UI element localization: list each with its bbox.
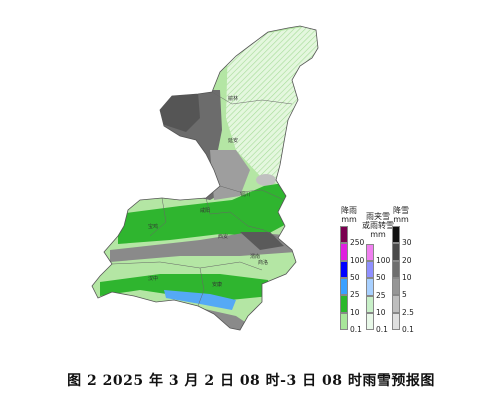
rain-legend-tick: 250 xyxy=(350,238,365,248)
snow-legend-swatch xyxy=(392,260,400,278)
rain-legend-unit: mm xyxy=(341,215,357,224)
rain-legend-title: 降雨 xyxy=(341,206,357,215)
snow-legend-swatch xyxy=(392,312,400,330)
snow-legend-unit: mm xyxy=(393,215,409,224)
sleet-legend-tick: 0.1 xyxy=(376,325,388,334)
sleet-color-bar xyxy=(366,244,374,330)
snow-color-bar xyxy=(392,226,400,330)
snow-legend-swatch xyxy=(392,277,400,296)
rain-legend-tick: 100 xyxy=(350,255,365,265)
city-label: 商洛 xyxy=(258,259,268,266)
snow-legend-tick: 0.1 xyxy=(402,325,414,334)
city-labels: 榆林 延安 铜川 宝鸡 咸阳 西安 渭南 汉中 安康 商洛 xyxy=(148,95,268,288)
sleet-legend-swatch xyxy=(366,295,374,313)
sleet-legend-tick: 25 xyxy=(376,290,386,300)
rain-legend-swatch xyxy=(340,260,348,278)
sleet-legend-swatch xyxy=(366,278,374,296)
city-label: 延安 xyxy=(228,137,238,144)
city-label: 西安 xyxy=(218,233,228,240)
city-label: 榆林 xyxy=(228,95,238,102)
figure-caption: 图 2 2025 年 3 月 2 日 08 时-3 日 08 时雨雪预报图 xyxy=(67,373,435,389)
snow-legend-tick: 30 xyxy=(402,238,412,248)
rain-color-bar xyxy=(340,226,348,330)
sleet-legend-tick: 100 xyxy=(376,256,391,266)
rain-legend-swatch xyxy=(340,226,348,244)
rain-legend-tick: 25 xyxy=(350,290,360,300)
rain-legend-tick: 10 xyxy=(350,307,360,317)
sleet-legend-swatch xyxy=(366,312,374,330)
snow-legend-swatch xyxy=(392,243,400,261)
forecast-map: 榆林 延安 铜川 宝鸡 咸阳 西安 渭南 汉中 安康 商洛 xyxy=(91,25,319,331)
city-label: 咸阳 xyxy=(200,207,210,214)
rain-legend-swatch xyxy=(340,295,348,313)
province-outline xyxy=(91,25,319,331)
sleet-legend-tick: 10 xyxy=(376,307,386,317)
sleet-legend-subtitle: 或雨转雪 xyxy=(362,221,394,230)
sleet-legend-swatch xyxy=(366,244,374,262)
city-borders xyxy=(111,91,293,307)
city-label: 宝鸡 xyxy=(148,223,158,230)
rain-legend-swatch xyxy=(340,243,348,261)
sleet-legend-swatch xyxy=(366,261,374,279)
rain-legend-swatch xyxy=(340,312,348,330)
city-label: 渭南 xyxy=(250,253,260,260)
snow-legend-tick: 2.5 xyxy=(402,307,414,317)
sleet-legend-unit: mm xyxy=(370,230,386,239)
rain-legend-tick: 50 xyxy=(350,273,360,282)
sleet-legend-tick: 50 xyxy=(376,273,386,283)
snow-legend-swatch xyxy=(392,226,400,244)
rain-legend-tick: 0.1 xyxy=(350,325,362,334)
snow-legend-tick: 20 xyxy=(402,255,412,265)
snow-legend-tick: 10 xyxy=(402,273,412,282)
snow-legend-swatch xyxy=(392,295,400,313)
city-label: 铜川 xyxy=(240,191,250,198)
sleet-legend-title: 雨夹雪 xyxy=(366,212,390,221)
city-label: 安康 xyxy=(212,281,222,288)
snow-legend-title: 降雪 xyxy=(393,206,409,215)
rain-legend-swatch xyxy=(340,277,348,296)
map-fills xyxy=(92,26,318,330)
snow-legend-tick: 5 xyxy=(402,290,407,300)
city-label: 汉中 xyxy=(148,275,158,282)
